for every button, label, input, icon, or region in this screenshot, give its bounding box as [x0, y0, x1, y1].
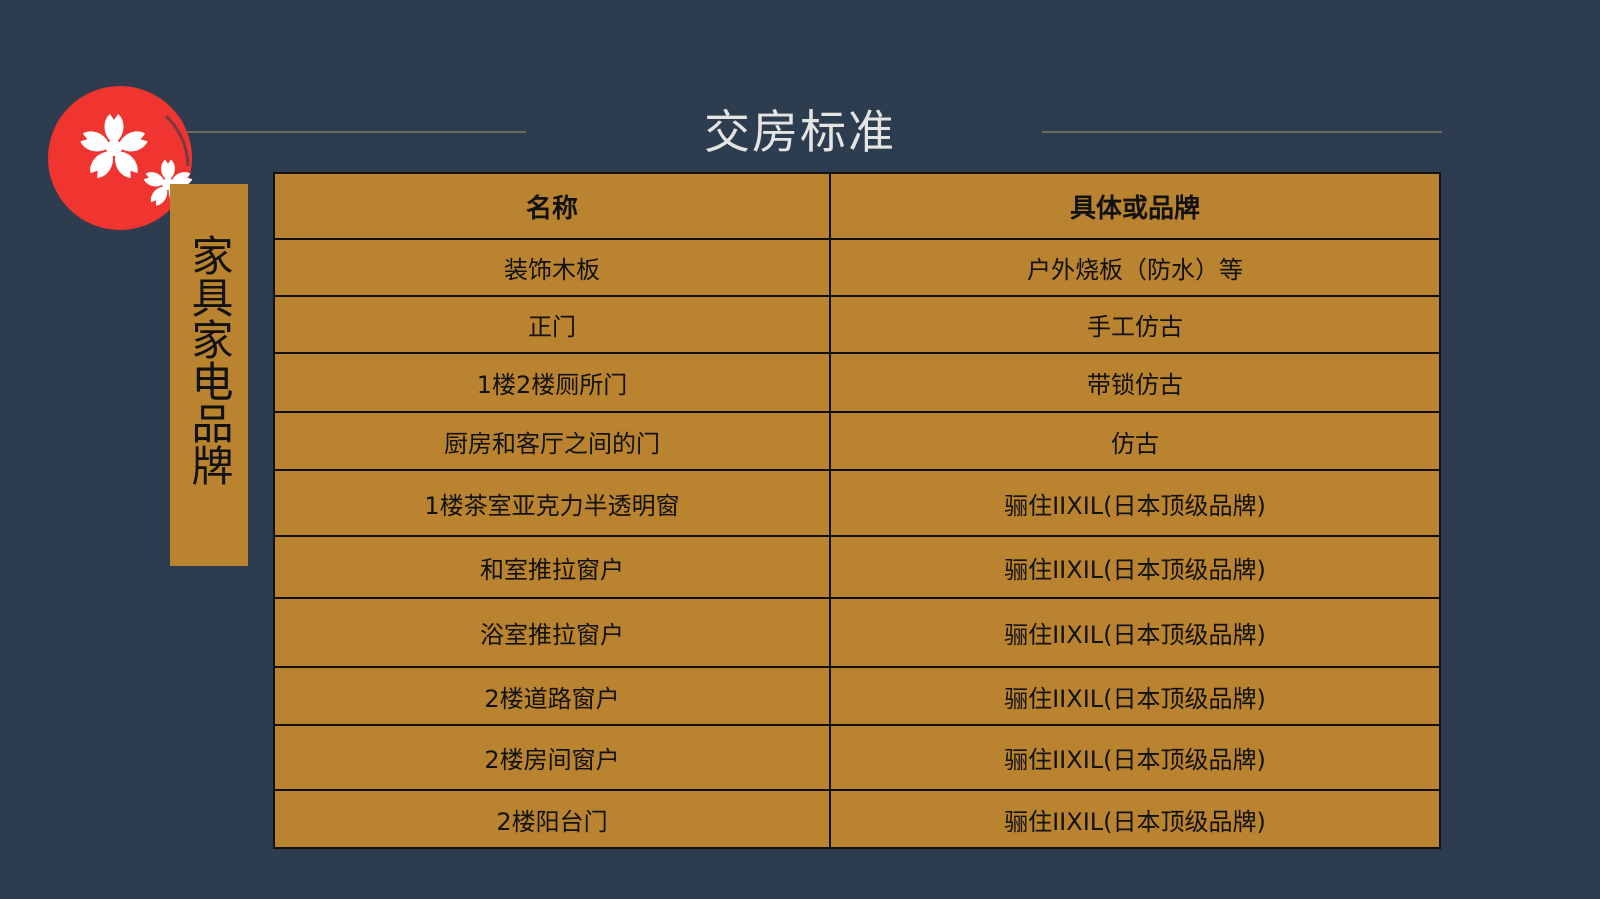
cell-brand: 骊住IIXIL(日本顶级品牌): [829, 469, 1441, 537]
table-row: 浴室推拉窗户 骊住IIXIL(日本顶级品牌): [273, 597, 1441, 668]
table-row: 2楼房间窗户 骊住IIXIL(日本顶级品牌): [273, 724, 1441, 791]
cell-name: 2楼阳台门: [273, 789, 831, 849]
table-row: 和室推拉窗户 骊住IIXIL(日本顶级品牌): [273, 535, 1441, 599]
cell-brand: 骊住IIXIL(日本顶级品牌): [829, 597, 1441, 668]
side-banner: 家具家电品牌: [170, 184, 248, 566]
table-row: 装饰木板 户外烧板（防水）等: [273, 238, 1441, 297]
cell-name: 2楼房间窗户: [273, 724, 831, 791]
table-header-row: 名称 具体或品牌: [273, 172, 1441, 240]
page-title-text: 交房标准: [704, 105, 896, 159]
cell-name: 正门: [273, 295, 831, 354]
table-row: 1楼2楼厕所门 带锁仿古: [273, 352, 1441, 413]
table-row: 2楼阳台门 骊住IIXIL(日本顶级品牌): [273, 789, 1441, 849]
cell-brand: 骊住IIXIL(日本顶级品牌): [829, 666, 1441, 726]
title-divider-left: [180, 131, 526, 133]
cell-name: 1楼茶室亚克力半透明窗: [273, 469, 831, 537]
cell-name: 装饰木板: [273, 238, 831, 297]
cell-name: 浴室推拉窗户: [273, 597, 831, 668]
cell-brand: 骊住IIXIL(日本顶级品牌): [829, 724, 1441, 791]
cell-name: 1楼2楼厕所门: [273, 352, 831, 413]
sakura-flower-red-sun-icon: [48, 86, 194, 230]
table-row: 厨房和客厅之间的门 仿古: [273, 411, 1441, 471]
table-row: 2楼道路窗户 骊住IIXIL(日本顶级品牌): [273, 666, 1441, 726]
cell-brand: 手工仿古: [829, 295, 1441, 354]
header-name: 名称: [273, 172, 831, 240]
cell-brand: 带锁仿古: [829, 352, 1441, 413]
header-brand: 具体或品牌: [829, 172, 1441, 240]
delivery-standard-table: 名称 具体或品牌 装饰木板 户外烧板（防水）等 正门 手工仿古 1楼2楼厕所门 带锁仿古厨…: [273, 172, 1441, 849]
cell-name: 和室推拉窗户: [273, 535, 831, 599]
cell-name: 厨房和客厅之间的门: [273, 411, 831, 471]
page-title: 交房标准: [0, 96, 1600, 162]
title-divider-right: [1042, 131, 1442, 133]
cell-name: 2楼道路窗户: [273, 666, 831, 726]
cell-brand: 仿古: [829, 411, 1441, 471]
cell-brand: 骊住IIXIL(日本顶级品牌): [829, 535, 1441, 599]
table-row: 1楼茶室亚克力半透明窗 骊住IIXIL(日本顶级品牌): [273, 469, 1441, 537]
table-row: 正门 手工仿古: [273, 295, 1441, 354]
side-label: 家具家电品牌: [185, 234, 234, 486]
cell-brand: 户外烧板（防水）等: [829, 238, 1441, 297]
cell-brand: 骊住IIXIL(日本顶级品牌): [829, 789, 1441, 849]
